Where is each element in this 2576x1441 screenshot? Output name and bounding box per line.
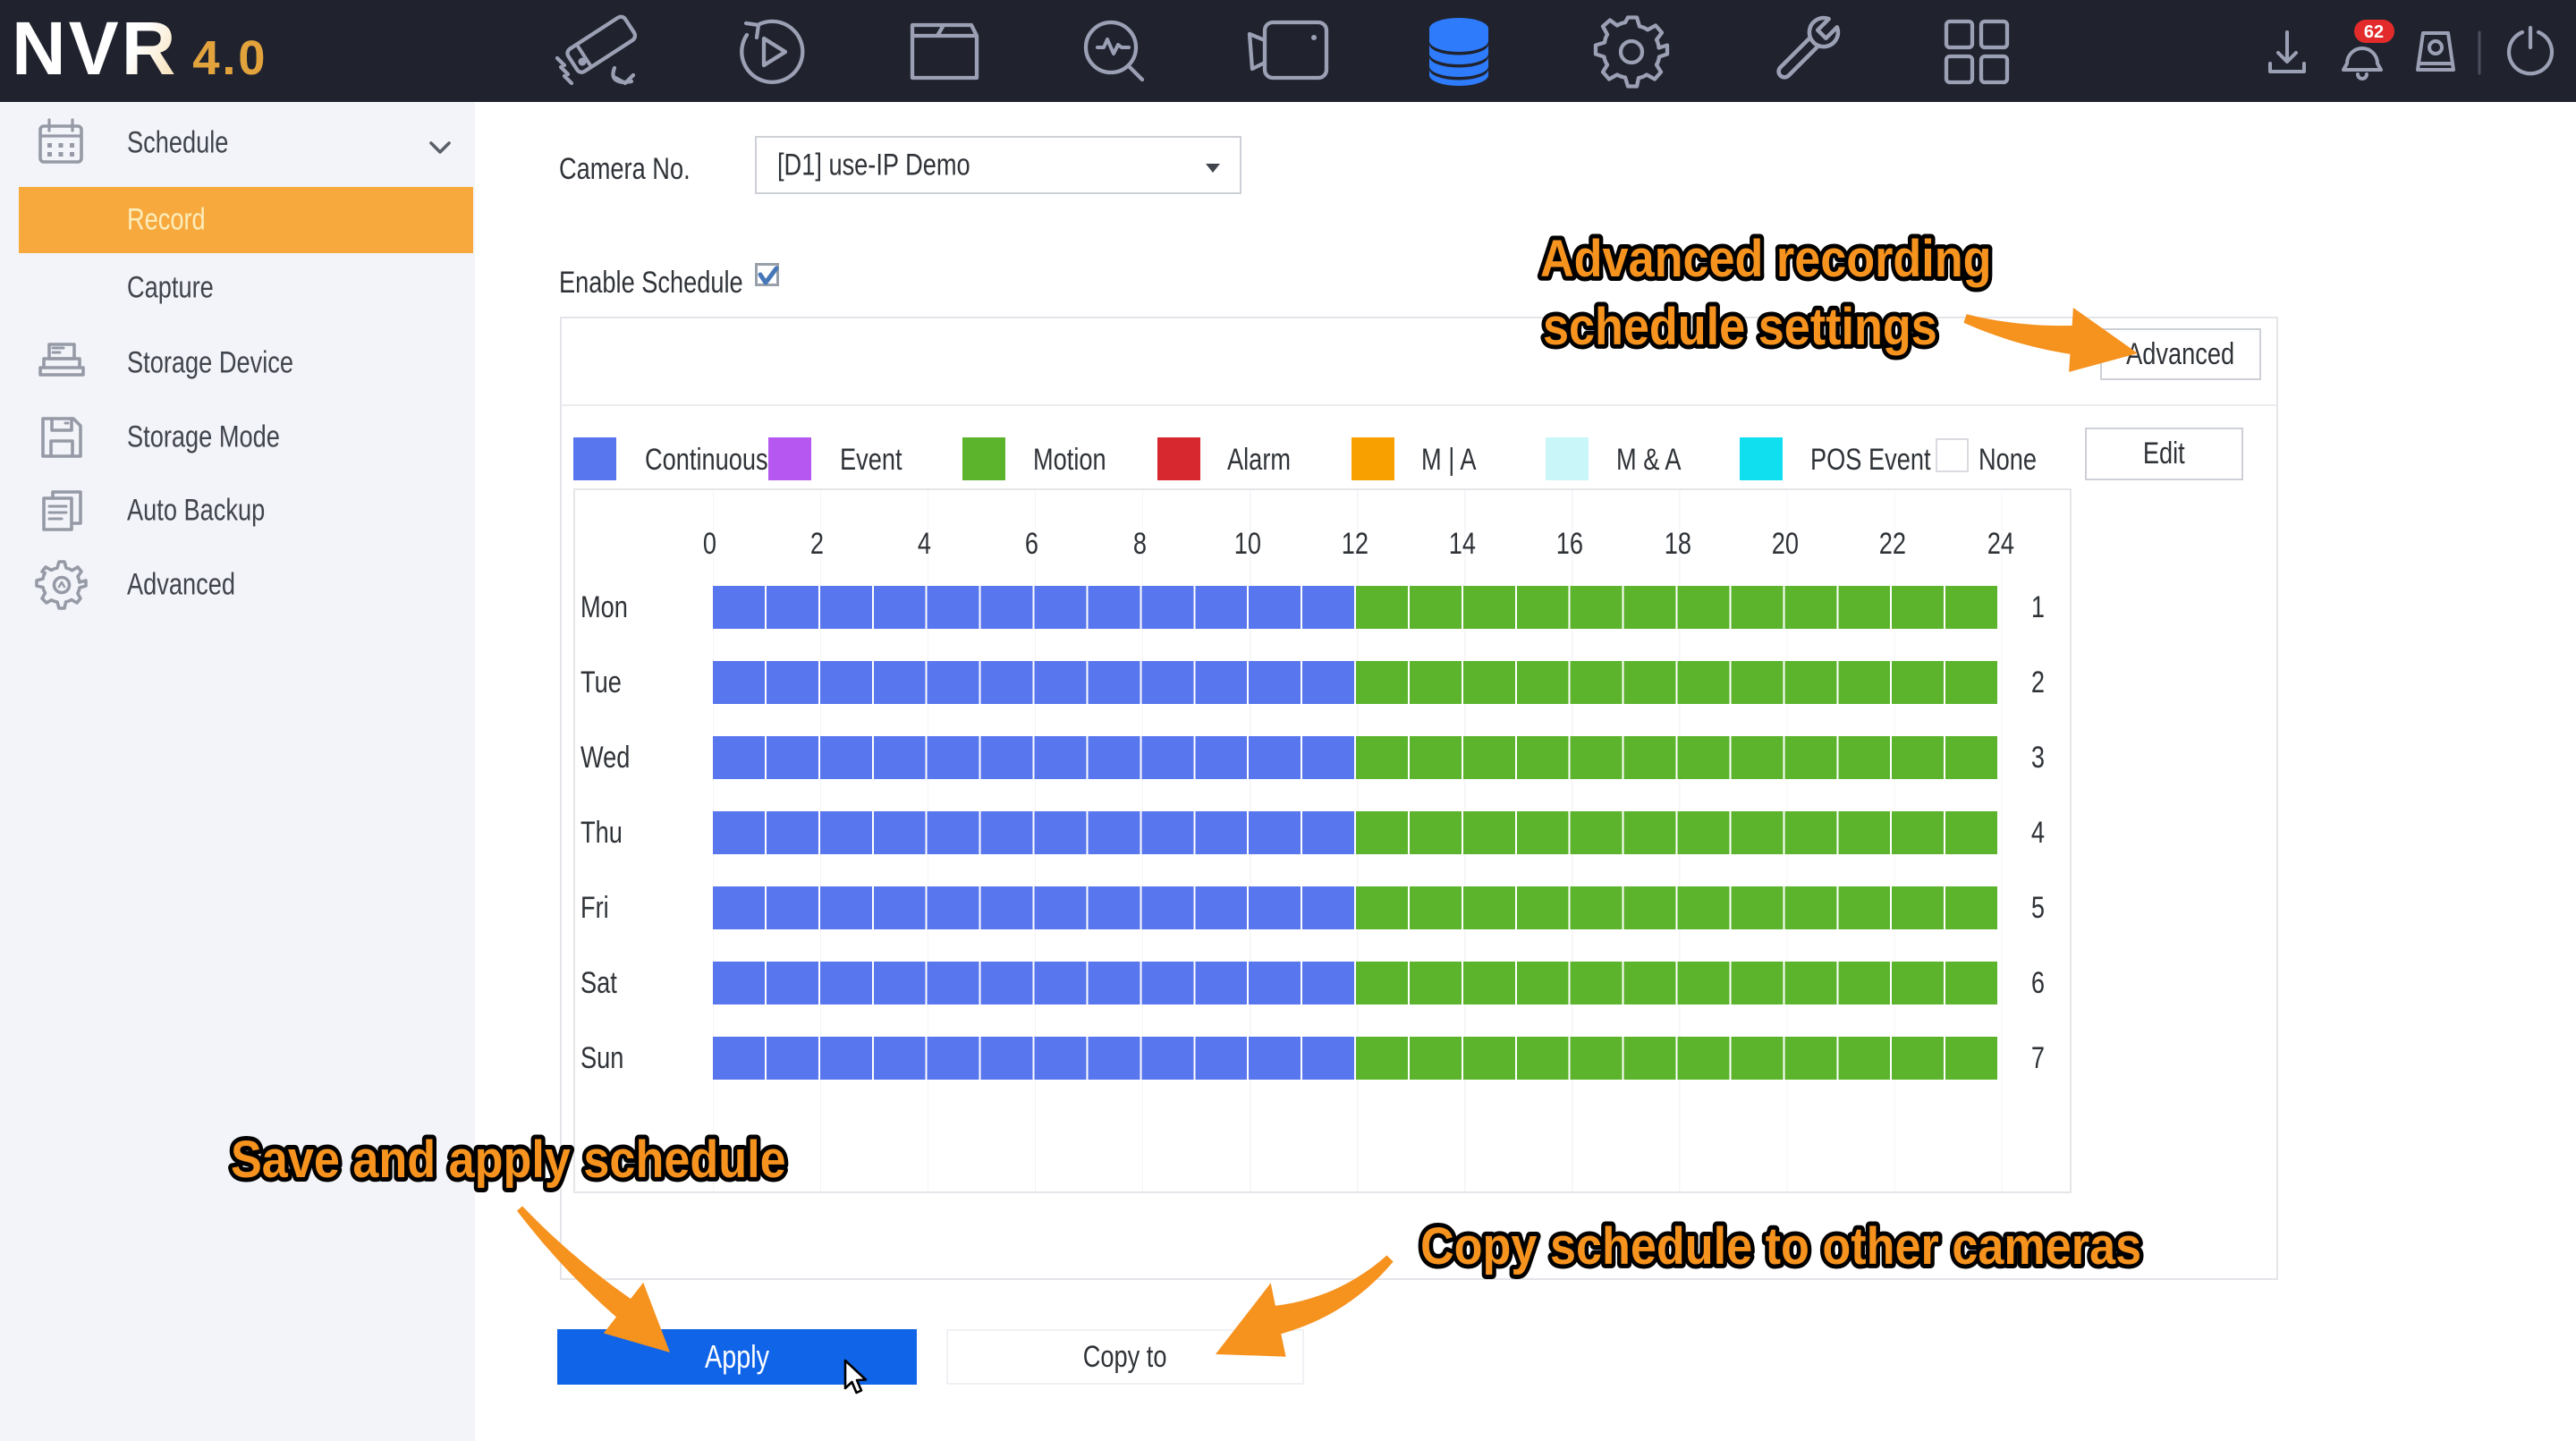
svg-text:62: 62 [2364, 22, 2384, 42]
svg-text:Advanced recording: Advanced recording [1540, 229, 1992, 287]
